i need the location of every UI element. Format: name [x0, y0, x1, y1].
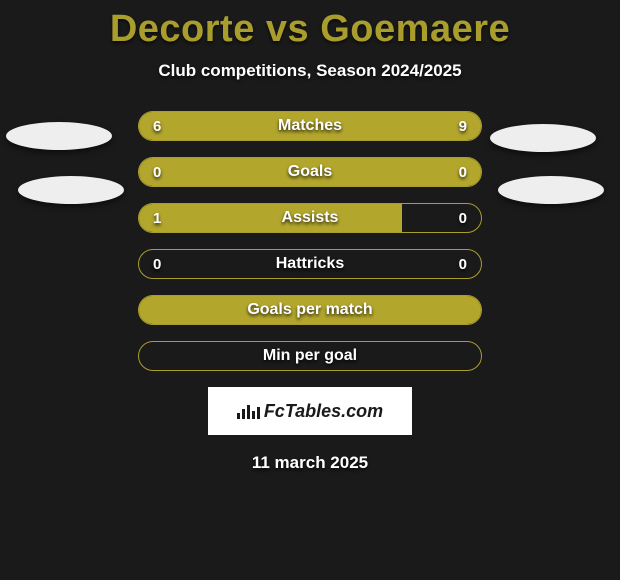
- player2-name: Goemaere: [320, 8, 510, 50]
- stat-bar-left: [139, 204, 402, 232]
- stat-label: Min per goal: [139, 342, 481, 370]
- stat-row: 00Goals: [138, 157, 482, 187]
- stat-bar-left: [139, 296, 481, 324]
- stat-bar-left: [139, 158, 310, 186]
- stat-row: Min per goal: [138, 341, 482, 371]
- stat-bar-right: [276, 112, 481, 140]
- subtitle: Club competitions, Season 2024/2025: [0, 61, 620, 81]
- bar-chart-icon: [237, 403, 260, 419]
- stat-row: 10Assists: [138, 203, 482, 233]
- stat-value-left: 0: [139, 250, 175, 278]
- stat-row: Goals per match: [138, 295, 482, 325]
- logo-text: FcTables.com: [264, 401, 383, 422]
- comparison-title: Decorte vs Goemaere: [0, 0, 620, 51]
- stat-bar-right: [310, 158, 481, 186]
- stats-chart: 69Matches00Goals10Assists00HattricksGoal…: [138, 111, 482, 371]
- decorative-ellipse: [6, 122, 112, 150]
- fctables-logo: FcTables.com: [208, 387, 412, 435]
- stat-label: Hattricks: [139, 250, 481, 278]
- decorative-ellipse: [498, 176, 604, 204]
- stat-row: 69Matches: [138, 111, 482, 141]
- vs-separator: vs: [266, 8, 309, 50]
- stat-bar-left: [139, 112, 276, 140]
- stat-value-right: 0: [445, 250, 481, 278]
- decorative-ellipse: [490, 124, 596, 152]
- footer-date: 11 march 2025: [0, 453, 620, 473]
- stat-value-right: 0: [445, 204, 481, 232]
- player1-name: Decorte: [110, 8, 255, 50]
- stat-row: 0 0Hattricks: [138, 249, 482, 279]
- decorative-ellipse: [18, 176, 124, 204]
